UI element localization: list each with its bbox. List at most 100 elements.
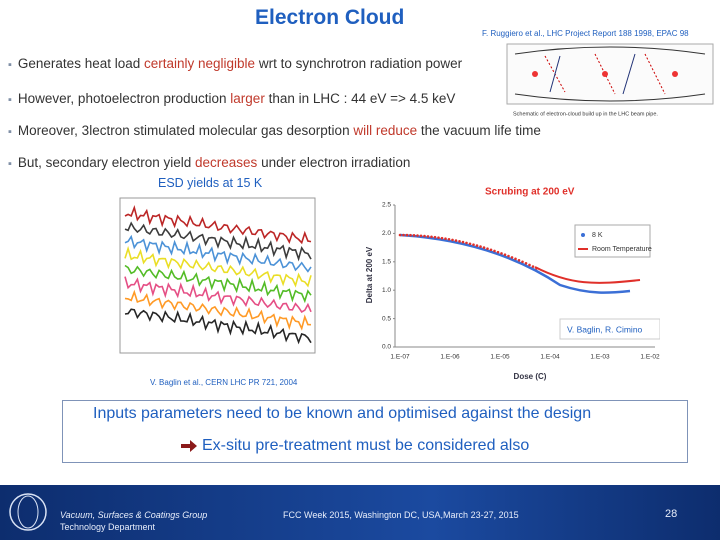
sample-point (468, 242, 472, 246)
sample-point (500, 252, 503, 255)
sample-point (433, 235, 437, 239)
schematic-caption: Schematic of electron-cloud build up in … (513, 111, 658, 117)
esd-trace (124, 221, 312, 262)
y-tick-label: 1.0 (382, 287, 391, 294)
logo-ring (17, 495, 39, 529)
bullet: ▪ However, photoelectron production large… (8, 91, 455, 106)
beam-pipe-schematic: Schematic of electron-cloud build up in … (506, 43, 714, 117)
esd-trace (124, 276, 312, 313)
bullet: ▪ Moreover, 3lectron stimulated molecular… (8, 123, 541, 138)
curve-8k (399, 233, 631, 294)
legend-label: Room Temperature (592, 246, 652, 253)
conclusion-line: Ex-situ pre-treatment must be considered… (202, 437, 530, 454)
arrow (181, 440, 197, 452)
legend-swatch (581, 233, 585, 237)
bullet: ▪ Generates heat load certainly negligibl… (8, 56, 462, 71)
arrow-icon (181, 440, 197, 452)
sample-point (398, 233, 402, 237)
bunch (602, 71, 608, 77)
esd-trace (124, 264, 312, 304)
esd-trace (124, 245, 312, 288)
sample-point (486, 247, 489, 250)
bullet-text: Generates heat load (17, 56, 144, 71)
legend-label: 8 K (592, 232, 603, 239)
conclusion-box (62, 400, 688, 463)
legend-box (574, 224, 651, 258)
sample-point (430, 235, 433, 239)
sample-point (535, 266, 538, 270)
sample-point (503, 253, 507, 256)
sample-point (440, 236, 444, 240)
bullet-text: decreases (195, 155, 258, 170)
sample-point (465, 241, 468, 245)
sample-point (423, 234, 426, 238)
sample-point (524, 262, 528, 265)
y-tick-label: 0.5 (382, 315, 391, 322)
sample-point (493, 249, 496, 253)
bullet-text: certainly negligible (144, 56, 256, 71)
sample-point (472, 243, 475, 246)
y-axis-label: Delta at 200 eV (365, 246, 374, 303)
sample-point (444, 237, 447, 240)
sample-point (475, 244, 479, 247)
logo-ring (9, 493, 47, 531)
footer-group: Vacuum, Surfaces & Coatings Group (60, 510, 208, 520)
x-tick-label: 1.E-05 (490, 354, 510, 361)
y-tick-label: 2.0 (382, 230, 391, 237)
plot-title: Scrubing at 200 eV (485, 187, 575, 198)
page-number: 28 (665, 508, 678, 520)
esd-trace (124, 308, 312, 345)
schematic-frame (506, 43, 714, 105)
sample-point (451, 238, 454, 242)
pipe-wall (514, 46, 706, 102)
bullet: ▪ But, secondary electron yield decreases… (8, 155, 410, 170)
y-tick-label: 1.5 (382, 259, 391, 266)
sample-point (412, 234, 416, 237)
bullet-marker: ▪ (8, 158, 12, 170)
sample-point (405, 233, 409, 237)
bullet-text: the vacuum life time (417, 123, 541, 138)
bunch (532, 71, 538, 77)
sample-point (514, 257, 517, 261)
y-tick-label: 0.0 (382, 344, 391, 351)
esd-source: V. Baglin et al., CERN LHC PR 721, 2004 (150, 378, 298, 387)
esd-trace (124, 289, 312, 331)
curve-room (534, 266, 641, 284)
bullet-text: will reduce (353, 123, 418, 138)
x-tick-label: 1.E-07 (390, 354, 410, 361)
sample-point (402, 233, 405, 237)
bullet-text: However, photoelectron production (17, 91, 231, 106)
bullet-text: under electron irradiation (257, 155, 411, 170)
sample-point (531, 265, 535, 268)
bullet-marker: ▪ (8, 126, 12, 138)
x-axis-label: Dose (C) (514, 372, 547, 381)
reference: F. Ruggiero et al., LHC Project Report 1… (482, 29, 689, 38)
title: Electron Cloud (255, 6, 405, 29)
sample-point (489, 248, 493, 252)
esd-caption: ESD yields at 15 K (158, 176, 263, 190)
footer-band (0, 485, 720, 540)
x-tick-label: 1.E-04 (540, 354, 560, 361)
x-tick-label: 1.E-02 (640, 354, 660, 361)
bullet-marker: ▪ (8, 59, 12, 71)
sample-point (447, 237, 451, 241)
bullet-text: larger (230, 91, 265, 106)
y-tick-label: 2.5 (382, 202, 391, 209)
footer-event: FCC Week 2015, Washington DC, USA,March … (283, 510, 519, 520)
sample-point (419, 234, 423, 238)
sample-point (510, 256, 514, 259)
x-tick-label: 1.E-06 (440, 354, 460, 361)
sample-point (454, 239, 458, 242)
footer-department: Technology Department (60, 522, 156, 532)
sample-point (458, 240, 461, 243)
sample-point (521, 260, 524, 264)
scrubbing-plot: Scrubing at 200 eV Delta at 200 eV Dose … (365, 187, 660, 381)
sample-point (517, 258, 521, 262)
bunch (672, 71, 678, 77)
esd-trace (124, 234, 312, 273)
bullet-text: Moreover, 3lectron stimulated molecular … (17, 123, 354, 138)
bullet-text: But, secondary electron yield (17, 155, 196, 170)
credit: V. Baglin, R. Cimino (567, 324, 643, 334)
x-tick-label: 1.E-03 (590, 354, 610, 361)
